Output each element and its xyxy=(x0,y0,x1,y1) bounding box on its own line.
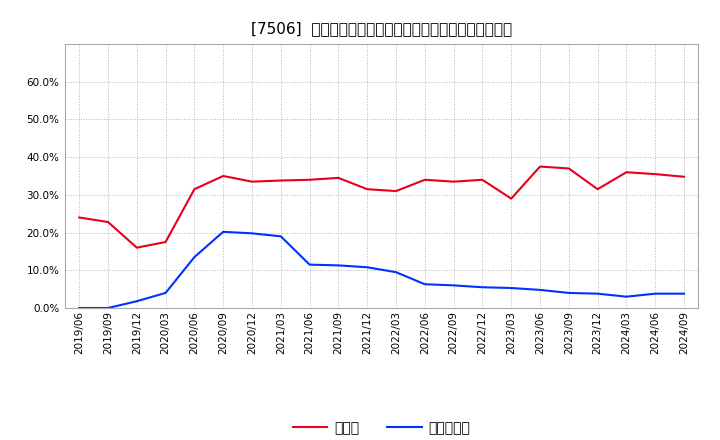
有利子負債 xyxy=(651,291,660,296)
現須金 xyxy=(104,220,112,225)
有利子負債 xyxy=(392,270,400,275)
現須金 xyxy=(219,173,228,179)
現須金 xyxy=(161,239,170,245)
現須金 xyxy=(248,179,256,184)
有利子負債 xyxy=(507,286,516,291)
現須金 xyxy=(564,166,573,171)
有利子負債 xyxy=(564,290,573,296)
有利子負債 xyxy=(132,299,141,304)
現須金 xyxy=(507,196,516,201)
有利子負債 xyxy=(104,305,112,311)
現須金 xyxy=(190,187,199,192)
有利子負債 xyxy=(593,291,602,296)
有利子負債 xyxy=(449,283,458,288)
現須金 xyxy=(478,177,487,183)
有利子負債 xyxy=(75,305,84,311)
現須金 xyxy=(276,178,285,183)
有利子負債 xyxy=(161,290,170,296)
Legend: 現須金, 有利子負債: 現須金, 有利子負債 xyxy=(287,415,476,440)
有利子負債 xyxy=(680,291,688,296)
現須金 xyxy=(680,174,688,180)
有利子負債 xyxy=(622,294,631,299)
有利子負債 xyxy=(334,263,343,268)
Line: 有利子負債: 有利子負債 xyxy=(79,232,684,308)
有利子負債 xyxy=(248,231,256,236)
有利子負債 xyxy=(536,287,544,293)
有利子負債 xyxy=(219,229,228,235)
有利子負債 xyxy=(478,285,487,290)
有利子負債 xyxy=(305,262,314,267)
有利子負債 xyxy=(276,234,285,239)
Line: 現須金: 現須金 xyxy=(79,167,684,248)
現須金 xyxy=(363,187,372,192)
現須金 xyxy=(622,169,631,175)
有利子負債 xyxy=(420,282,429,287)
現須金 xyxy=(132,245,141,250)
現須金 xyxy=(449,179,458,184)
現須金 xyxy=(305,177,314,183)
現須金 xyxy=(392,188,400,194)
現須金 xyxy=(651,172,660,177)
Title: [7506]  現須金、有利子負債の総資産に対する比率の推移: [7506] 現須金、有利子負債の総資産に対する比率の推移 xyxy=(251,21,512,36)
有利子負債 xyxy=(190,254,199,260)
有利子負債 xyxy=(363,264,372,270)
現須金 xyxy=(536,164,544,169)
現須金 xyxy=(420,177,429,183)
現須金 xyxy=(75,215,84,220)
現須金 xyxy=(593,187,602,192)
現須金 xyxy=(334,175,343,180)
